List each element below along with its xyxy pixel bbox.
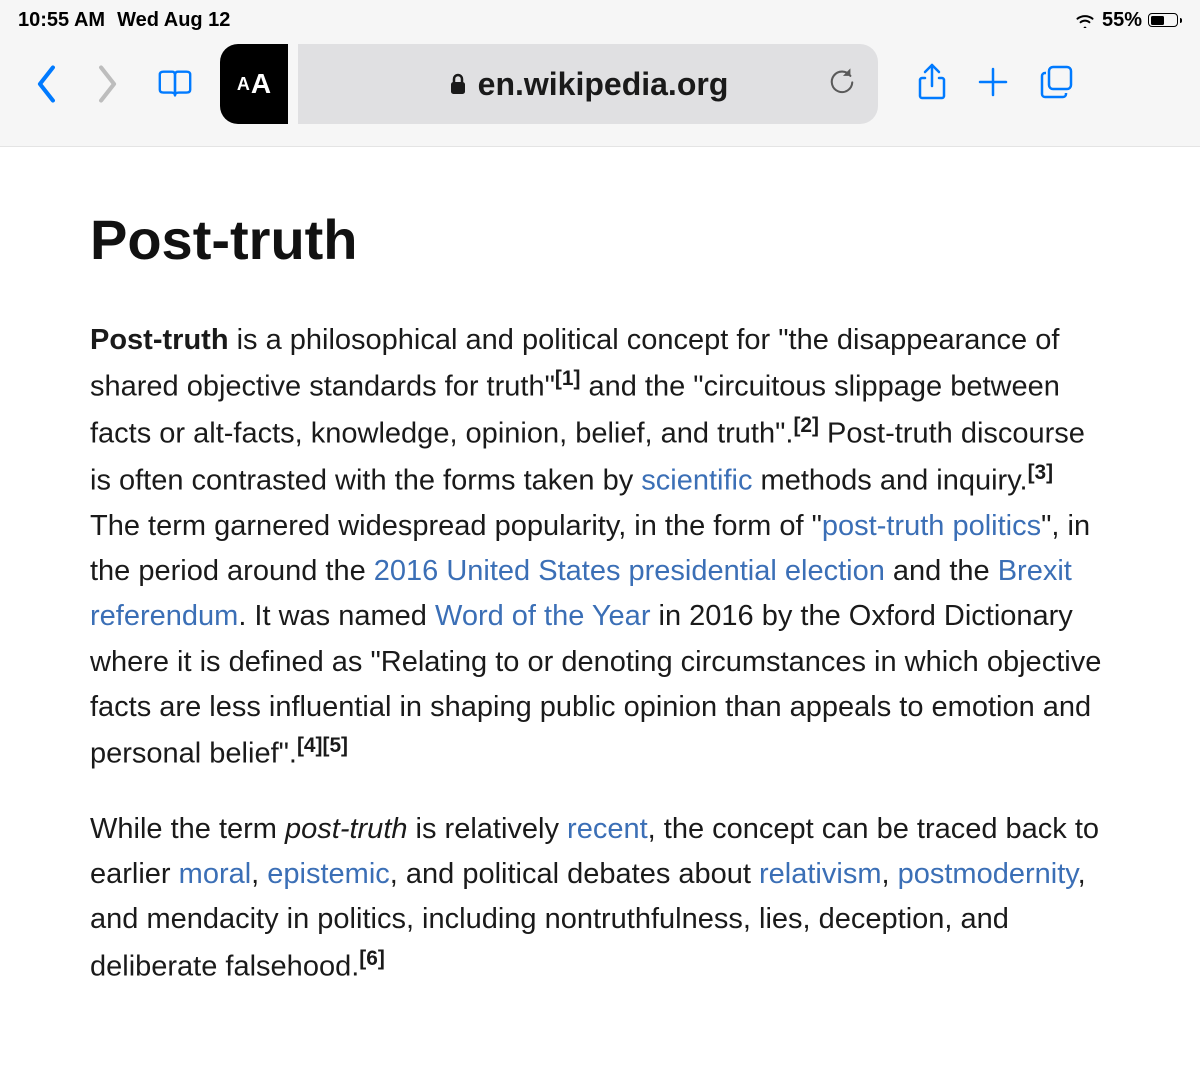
link-post-truth-politics[interactable]: post-truth politics: [822, 510, 1041, 542]
ref-5[interactable]: [5]: [323, 734, 349, 757]
aa-large: A: [251, 68, 271, 100]
paragraph-2: While the term post-truth is relatively …: [90, 807, 1110, 990]
reader-text-size-button[interactable]: AA: [220, 44, 288, 124]
status-date: Wed Aug 12: [117, 9, 230, 32]
ref-1[interactable]: [1]: [555, 367, 581, 390]
ref-3[interactable]: [3]: [1028, 461, 1054, 484]
address-text: en.wikipedia.org: [478, 66, 729, 103]
battery-percent: 55%: [1102, 9, 1142, 32]
wifi-icon: [1074, 12, 1096, 28]
share-icon: [916, 62, 948, 102]
book-icon: [156, 69, 194, 99]
tabs-button[interactable]: [1038, 63, 1076, 106]
reload-button[interactable]: [828, 67, 856, 102]
ref-4[interactable]: [4]: [297, 734, 323, 757]
paragraph-1: Post-truth is a philosophical and politi…: [90, 318, 1110, 777]
status-bar: 10:55 AM Wed Aug 12 55%: [0, 0, 1200, 32]
italic-term: post-truth: [285, 813, 408, 845]
ref-6[interactable]: [6]: [359, 947, 385, 970]
link-epistemic[interactable]: epistemic: [267, 858, 390, 890]
reload-icon: [828, 67, 856, 97]
back-button[interactable]: [22, 59, 72, 109]
plus-icon: [976, 65, 1010, 99]
browser-toolbar: AA en.wikipedia.org: [0, 32, 1200, 147]
aa-small: A: [237, 74, 250, 95]
link-scientific[interactable]: scientific: [641, 465, 752, 497]
link-relativism[interactable]: relativism: [759, 858, 881, 890]
ref-2[interactable]: [2]: [793, 414, 819, 437]
tabs-icon: [1038, 63, 1076, 101]
bookmarks-button[interactable]: [150, 59, 200, 109]
article-content: Post-truth Post-truth is a philosophical…: [0, 147, 1200, 990]
link-postmodernity[interactable]: postmodernity: [898, 858, 1078, 890]
battery-icon: [1148, 13, 1182, 27]
status-time: 10:55 AM: [18, 9, 105, 32]
lock-icon: [448, 72, 468, 96]
address-bar[interactable]: en.wikipedia.org: [298, 44, 878, 124]
link-moral[interactable]: moral: [179, 858, 252, 890]
link-recent[interactable]: recent: [567, 813, 648, 845]
forward-button: [82, 59, 132, 109]
chevron-right-icon: [94, 64, 120, 104]
share-button[interactable]: [916, 62, 948, 107]
article-title: Post-truth: [90, 207, 1110, 272]
chevron-left-icon: [34, 64, 60, 104]
new-tab-button[interactable]: [976, 65, 1010, 104]
lead-term: Post-truth: [90, 324, 229, 356]
link-2016-election[interactable]: 2016 United States presidential election: [374, 555, 885, 587]
link-word-of-the-year[interactable]: Word of the Year: [435, 600, 651, 632]
